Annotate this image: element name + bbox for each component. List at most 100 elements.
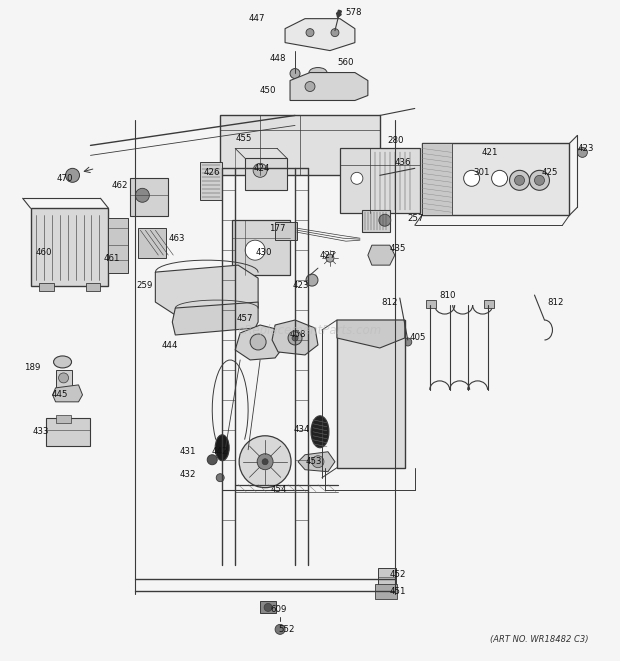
Text: 453: 453: [306, 457, 322, 466]
Bar: [30, 208, 108, 286]
Text: 442: 442: [211, 447, 228, 456]
Circle shape: [207, 455, 217, 465]
Text: 458: 458: [290, 330, 306, 340]
Bar: [108, 218, 128, 273]
Ellipse shape: [309, 67, 327, 77]
Text: 423: 423: [577, 144, 594, 153]
Bar: [138, 228, 166, 258]
Text: 452: 452: [390, 570, 406, 579]
Polygon shape: [53, 385, 82, 402]
Circle shape: [292, 335, 298, 341]
Circle shape: [404, 338, 412, 346]
Polygon shape: [337, 320, 405, 348]
Circle shape: [264, 603, 272, 611]
Text: 810: 810: [440, 291, 456, 299]
Text: 445: 445: [52, 391, 69, 399]
Ellipse shape: [53, 356, 71, 368]
Polygon shape: [285, 19, 355, 51]
Polygon shape: [235, 325, 285, 360]
Circle shape: [379, 214, 391, 226]
FancyArrow shape: [337, 10, 342, 17]
Bar: [46, 418, 91, 446]
Circle shape: [351, 173, 363, 184]
Text: 435: 435: [390, 244, 406, 253]
Circle shape: [534, 175, 544, 185]
Circle shape: [253, 163, 267, 177]
Bar: [56, 370, 71, 390]
Text: 447: 447: [249, 14, 265, 23]
Circle shape: [257, 453, 273, 470]
Text: 812: 812: [381, 297, 398, 307]
Bar: [275, 222, 297, 240]
Text: 454: 454: [270, 485, 286, 494]
Circle shape: [577, 147, 587, 157]
Text: 552: 552: [278, 625, 294, 634]
Bar: [484, 300, 494, 308]
Circle shape: [515, 175, 525, 185]
Text: 432: 432: [180, 470, 197, 479]
Circle shape: [250, 334, 266, 350]
Text: 455: 455: [236, 134, 252, 143]
Bar: [86, 283, 100, 291]
Text: 405: 405: [410, 334, 427, 342]
Text: 578: 578: [345, 8, 361, 17]
Circle shape: [290, 69, 300, 79]
Circle shape: [262, 459, 268, 465]
Text: 259: 259: [136, 281, 153, 290]
Circle shape: [66, 169, 79, 182]
Text: 177: 177: [268, 223, 285, 233]
Circle shape: [312, 455, 324, 468]
Text: 423: 423: [293, 281, 309, 290]
Circle shape: [245, 240, 265, 260]
Bar: [260, 602, 276, 613]
Circle shape: [492, 171, 508, 186]
Text: 424: 424: [254, 164, 270, 173]
Bar: [245, 159, 287, 190]
Text: (ART NO. WR18482 C3): (ART NO. WR18482 C3): [490, 635, 589, 644]
Polygon shape: [172, 302, 258, 335]
Bar: [232, 220, 290, 275]
Text: 460: 460: [35, 248, 52, 256]
Text: 433: 433: [32, 427, 48, 436]
Text: 470: 470: [57, 174, 74, 183]
Circle shape: [529, 171, 549, 190]
Text: 463: 463: [168, 234, 185, 243]
Text: 427: 427: [320, 251, 337, 260]
Circle shape: [216, 474, 224, 482]
Circle shape: [510, 171, 529, 190]
Bar: [38, 283, 53, 291]
Bar: [220, 116, 380, 175]
Bar: [200, 163, 222, 200]
Polygon shape: [290, 73, 368, 100]
Text: 430: 430: [255, 248, 272, 256]
Text: 560: 560: [337, 58, 353, 67]
Circle shape: [306, 274, 318, 286]
Text: 436: 436: [395, 158, 411, 167]
Circle shape: [331, 28, 339, 36]
Text: 421: 421: [481, 148, 498, 157]
Text: 450: 450: [260, 86, 276, 95]
Text: 301: 301: [473, 168, 490, 177]
Polygon shape: [272, 320, 318, 355]
Polygon shape: [298, 451, 335, 472]
Text: 457: 457: [237, 313, 253, 323]
Bar: [340, 148, 420, 214]
Bar: [422, 143, 452, 215]
Text: eReplacementParts.com: eReplacementParts.com: [238, 323, 382, 336]
Bar: [375, 584, 397, 600]
Circle shape: [135, 188, 149, 202]
Text: 812: 812: [547, 297, 564, 307]
Circle shape: [288, 331, 302, 345]
Bar: [337, 320, 405, 468]
Text: 425: 425: [541, 168, 558, 177]
Text: 609: 609: [270, 605, 286, 614]
Ellipse shape: [311, 416, 329, 447]
Circle shape: [275, 625, 285, 635]
Circle shape: [239, 436, 291, 488]
Circle shape: [58, 373, 69, 383]
Bar: [378, 568, 396, 596]
Circle shape: [305, 81, 315, 91]
Circle shape: [306, 28, 314, 36]
Bar: [130, 178, 168, 216]
Text: 451: 451: [390, 587, 406, 596]
